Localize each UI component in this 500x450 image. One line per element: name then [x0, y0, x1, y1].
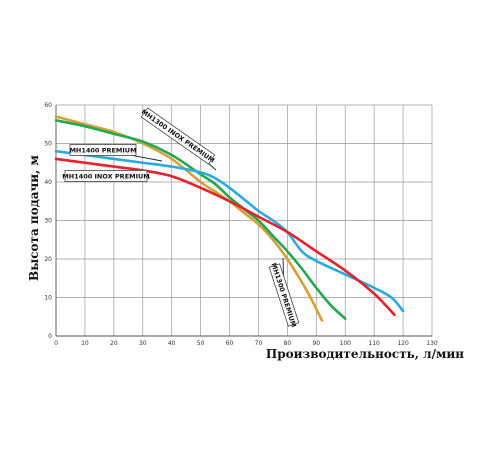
annotation-text: MH1300 INOX PREMIUM	[140, 108, 216, 165]
annotation-label: MH1400 PREMIUM	[69, 144, 163, 162]
series-line-mh1400-premium	[54, 149, 405, 313]
x-tick-labels: 0 10 20 30 40 50 60 70 80 90 100 110 120 130	[54, 340, 438, 347]
annotation-box	[140, 107, 216, 165]
annotation-label: MH1400 INOX PREMIUM	[62, 170, 151, 182]
x-tick-label: 0	[54, 340, 58, 347]
x-tick-label: 100	[340, 340, 352, 347]
x-tick-label: 120	[397, 340, 409, 347]
y-tick-labels: 0 10 20 30 40 50 60	[44, 102, 52, 340]
annotation-box	[268, 263, 300, 327]
series-line-mh1300-inox-premium	[54, 119, 347, 320]
y-tick-label: 60	[44, 102, 52, 109]
y-tick-label: 40	[44, 179, 52, 186]
y-axis-title: Высота подачи, м	[27, 154, 41, 280]
series-line-mh1400-inox-premium	[54, 157, 396, 317]
x-tick-label: 10	[81, 340, 89, 347]
x-tick-label: 80	[284, 340, 292, 347]
series-lines	[54, 115, 405, 322]
annotation-box-group: MH1300 INOX PREMIUM	[140, 107, 216, 165]
x-axis-title: Производительность, л/мин	[266, 347, 464, 361]
series-annotations: MH1300 INOX PREMIUM MH1400 PREMIUM MH1400 …	[62, 107, 300, 328]
annotation-text: MH1400 INOX PREMIUM	[62, 172, 150, 180]
annotation-box	[64, 170, 148, 182]
y-tick-label: 0	[48, 333, 52, 340]
x-tick-label: 110	[368, 340, 380, 347]
annotation-box-group: MH1400 INOX PREMIUM	[62, 170, 150, 182]
y-tick-label: 10	[44, 295, 52, 302]
x-tick-label: 20	[110, 340, 118, 347]
annotation-box	[69, 144, 137, 156]
y-tick-label: 30	[44, 218, 52, 225]
x-tick-label: 30	[139, 340, 147, 347]
x-tick-label: 70	[255, 340, 263, 347]
annotation-text: MH1400 PREMIUM	[69, 146, 136, 154]
y-tick-label: 50	[44, 141, 52, 148]
y-tick-label: 20	[44, 256, 52, 263]
chart-grid	[56, 104, 433, 336]
annotation-label: MH1300 INOX PREMIUM	[140, 107, 217, 171]
x-tick-label: 90	[312, 340, 320, 347]
x-tick-label: 40	[168, 340, 176, 347]
annotation-box-group: MH1400 PREMIUM	[69, 144, 137, 156]
x-tick-label: 130	[426, 340, 438, 347]
x-tick-label: 50	[197, 340, 205, 347]
chart-axes	[55, 105, 432, 337]
x-tick-label: 60	[226, 340, 234, 347]
